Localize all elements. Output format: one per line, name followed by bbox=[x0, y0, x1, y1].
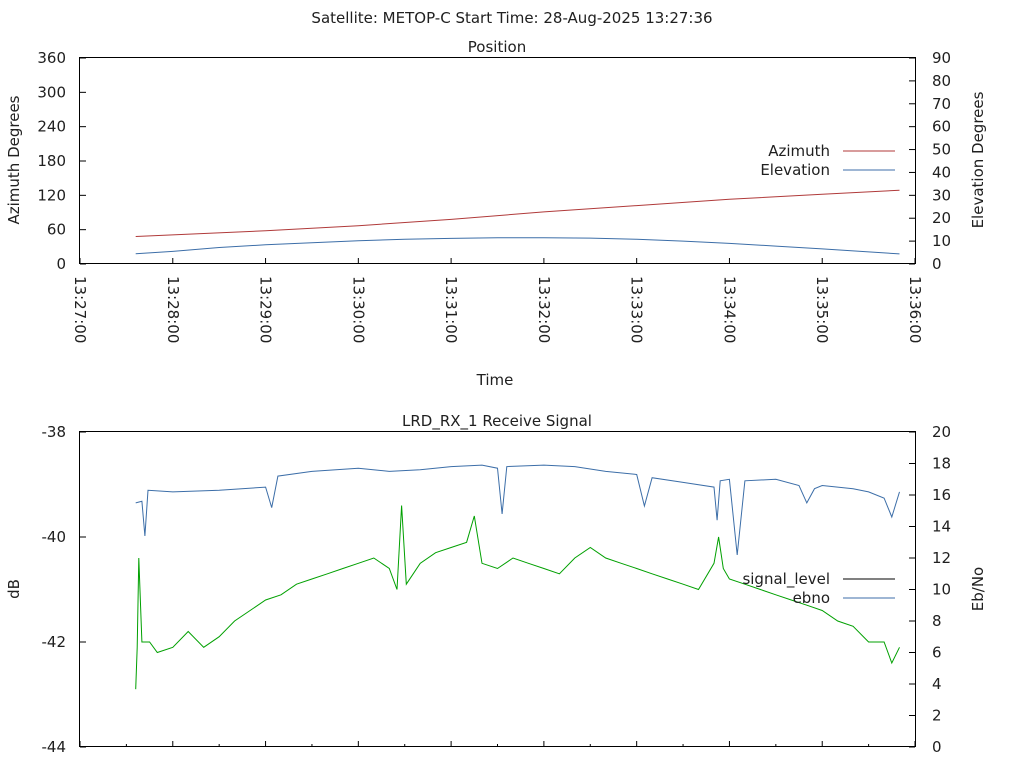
position-y-tick-label: 60 bbox=[47, 221, 66, 239]
signal-y2-tick-label: 20 bbox=[932, 423, 951, 441]
position-x-tick-label: 13:28:00 bbox=[164, 276, 182, 343]
signal-y2-tick-label: 12 bbox=[932, 549, 951, 567]
position-y-tick-label: 300 bbox=[37, 83, 66, 101]
series-line-ebno bbox=[135, 464, 900, 555]
signal-y2-tick-label: 2 bbox=[932, 707, 942, 725]
signal-y2-tick-label: 6 bbox=[932, 644, 942, 662]
position-y-tick-label: 360 bbox=[37, 49, 66, 67]
position-x-tick-label: 13:27:00 bbox=[71, 276, 89, 343]
position-y2-tick-label: 10 bbox=[932, 232, 951, 250]
position-x-tick-label: 13:31:00 bbox=[442, 276, 460, 343]
position-y2-tick-label: 40 bbox=[932, 163, 951, 181]
legend-label-ebno: ebno bbox=[793, 589, 830, 607]
legend-label-signal-level: signal_level bbox=[742, 570, 830, 589]
signal-y-tick-label: -42 bbox=[42, 633, 67, 651]
position-y-axis-label: Azimuth Degrees bbox=[5, 95, 23, 224]
series-line-signal-level bbox=[135, 505, 900, 690]
signal-y2-tick-label: 16 bbox=[932, 486, 951, 504]
position-y2-tick-label: 80 bbox=[932, 72, 951, 90]
position-title: Position bbox=[468, 38, 526, 56]
position-y2-tick-label: 50 bbox=[932, 141, 951, 159]
signal-y2-tick-label: 8 bbox=[932, 612, 942, 630]
position-x-tick-label: 13:36:00 bbox=[906, 276, 924, 343]
signal-y2-tick-label: 0 bbox=[932, 738, 942, 756]
position-y2-tick-label: 70 bbox=[932, 95, 951, 113]
position-x-axis-label: Time bbox=[476, 371, 514, 389]
position-y-tick-label: 0 bbox=[56, 255, 66, 273]
signal-y2-axis-label: Eb/No bbox=[969, 567, 987, 611]
signal-y-tick-label: -40 bbox=[42, 528, 67, 546]
signal-title: LRD_RX_1 Receive Signal bbox=[402, 412, 592, 431]
signal-y2-tick-label: 14 bbox=[932, 518, 951, 536]
position-y2-tick-label: 90 bbox=[932, 49, 951, 67]
signal-chart: LRD_RX_1 Receive Signal -44 -42 -40 -38 0 2 4 6… bbox=[5, 412, 987, 756]
position-y2-tick-label: 60 bbox=[932, 118, 951, 136]
legend-label-elevation: Elevation bbox=[760, 161, 830, 179]
series-line-azimuth bbox=[135, 189, 900, 237]
position-chart: Position 0 60 120 180 240 300 360 0 10 20 30 40 50 60… bbox=[5, 38, 987, 389]
position-x-tick-label: 13:30:00 bbox=[349, 276, 367, 343]
legend-label-azimuth: Azimuth bbox=[768, 142, 830, 160]
signal-plot-frame bbox=[79, 431, 916, 747]
position-x-tick-label: 13:33:00 bbox=[628, 276, 646, 343]
position-y2-tick-label: 0 bbox=[932, 255, 942, 273]
signal-y2-tick-label: 18 bbox=[932, 455, 951, 473]
signal-y2-tick-label: 4 bbox=[932, 675, 942, 693]
position-y2-axis-label: Elevation Degrees bbox=[969, 91, 987, 228]
position-y-tick-label: 120 bbox=[37, 186, 66, 204]
chart-header: Satellite: METOP-C Start Time: 28-Aug-20… bbox=[311, 9, 712, 27]
position-x-tick-label: 13:32:00 bbox=[535, 276, 553, 343]
signal-y-tick-label: -38 bbox=[42, 423, 67, 441]
position-plot-frame bbox=[79, 57, 916, 264]
position-x-tick-label: 13:29:00 bbox=[257, 276, 275, 343]
signal-y-tick-label: -44 bbox=[42, 738, 67, 756]
series-line-elevation bbox=[135, 237, 900, 255]
position-x-tick-label: 13:34:00 bbox=[720, 276, 738, 343]
position-y2-tick-label: 30 bbox=[932, 186, 951, 204]
position-y-tick-label: 180 bbox=[37, 152, 66, 170]
signal-y-axis-label: dB bbox=[5, 579, 23, 599]
position-y-tick-label: 240 bbox=[37, 118, 66, 136]
signal-y2-tick-label: 10 bbox=[932, 581, 951, 599]
position-y2-tick-label: 20 bbox=[932, 209, 951, 227]
position-x-tick-label: 13:35:00 bbox=[813, 276, 831, 343]
